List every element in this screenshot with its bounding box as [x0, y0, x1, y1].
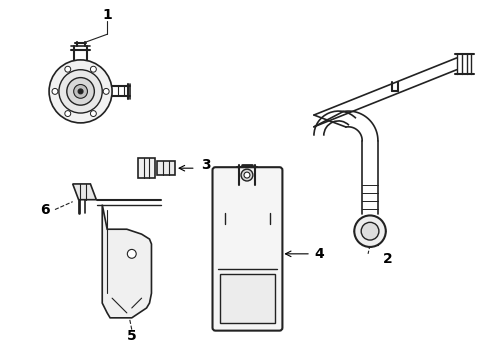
Bar	[220, 274, 274, 323]
FancyBboxPatch shape	[213, 167, 282, 330]
Circle shape	[65, 66, 71, 72]
Text: 5: 5	[127, 329, 137, 343]
Text: 3: 3	[201, 158, 210, 172]
Circle shape	[52, 89, 58, 94]
Text: 2: 2	[383, 252, 392, 266]
Circle shape	[49, 60, 112, 123]
Circle shape	[78, 89, 83, 94]
Circle shape	[91, 66, 97, 72]
Circle shape	[354, 215, 386, 247]
Circle shape	[244, 172, 250, 178]
Text: 1: 1	[102, 8, 112, 22]
Polygon shape	[73, 184, 97, 200]
Circle shape	[74, 85, 88, 98]
Bar	[138, 158, 155, 178]
Polygon shape	[102, 204, 151, 318]
Circle shape	[361, 222, 379, 240]
Circle shape	[91, 111, 97, 117]
Circle shape	[65, 111, 71, 117]
Bar	[157, 161, 175, 175]
Text: 4: 4	[314, 247, 324, 261]
Circle shape	[103, 89, 109, 94]
Circle shape	[241, 169, 253, 181]
Circle shape	[67, 78, 95, 105]
Circle shape	[59, 70, 102, 113]
Text: 6: 6	[40, 203, 50, 216]
Circle shape	[127, 249, 136, 258]
